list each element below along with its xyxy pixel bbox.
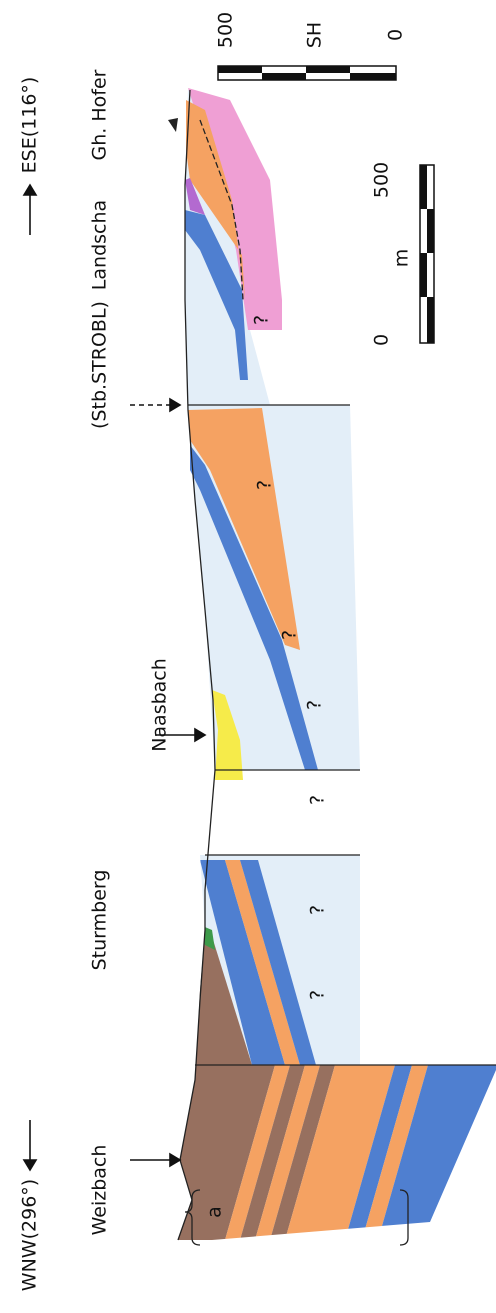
arrows [24, 185, 205, 1170]
scale-label: 500 [371, 162, 393, 198]
place-label: Weizbach [89, 1145, 111, 1236]
direction-label: WNW(296°) [19, 1179, 41, 1291]
question-mark: ? [251, 315, 273, 325]
scale-label: 0 [371, 334, 393, 346]
scale-label: SH [304, 22, 326, 48]
question-mark: ? [254, 480, 276, 490]
question-mark: ? [279, 630, 301, 640]
scale-label: 500 [215, 12, 237, 48]
question-mark: ? [307, 990, 329, 1000]
question-mark: ? [307, 795, 329, 805]
place-label: (Stb.STROBL) [89, 301, 111, 429]
scale-label: 0 [385, 29, 407, 41]
place-label: Landscha [89, 200, 111, 290]
scale-label: m [391, 249, 413, 268]
direction-label: ESE(116°) [19, 77, 41, 174]
scale-m [420, 165, 434, 343]
place-label: Sturmberg [89, 870, 111, 971]
scale-sh [218, 66, 396, 80]
place-label: Naasbach [149, 658, 171, 752]
question-mark: ? [304, 700, 326, 710]
cross-section: WNW(296°) ESE(116°) Weizbach Sturmberg N… [0, 0, 496, 1308]
place-label: Gh. Hofer [89, 69, 111, 160]
thrust-symbol [168, 118, 178, 132]
brace-label: a [204, 1206, 226, 1218]
question-mark: ? [307, 905, 329, 915]
